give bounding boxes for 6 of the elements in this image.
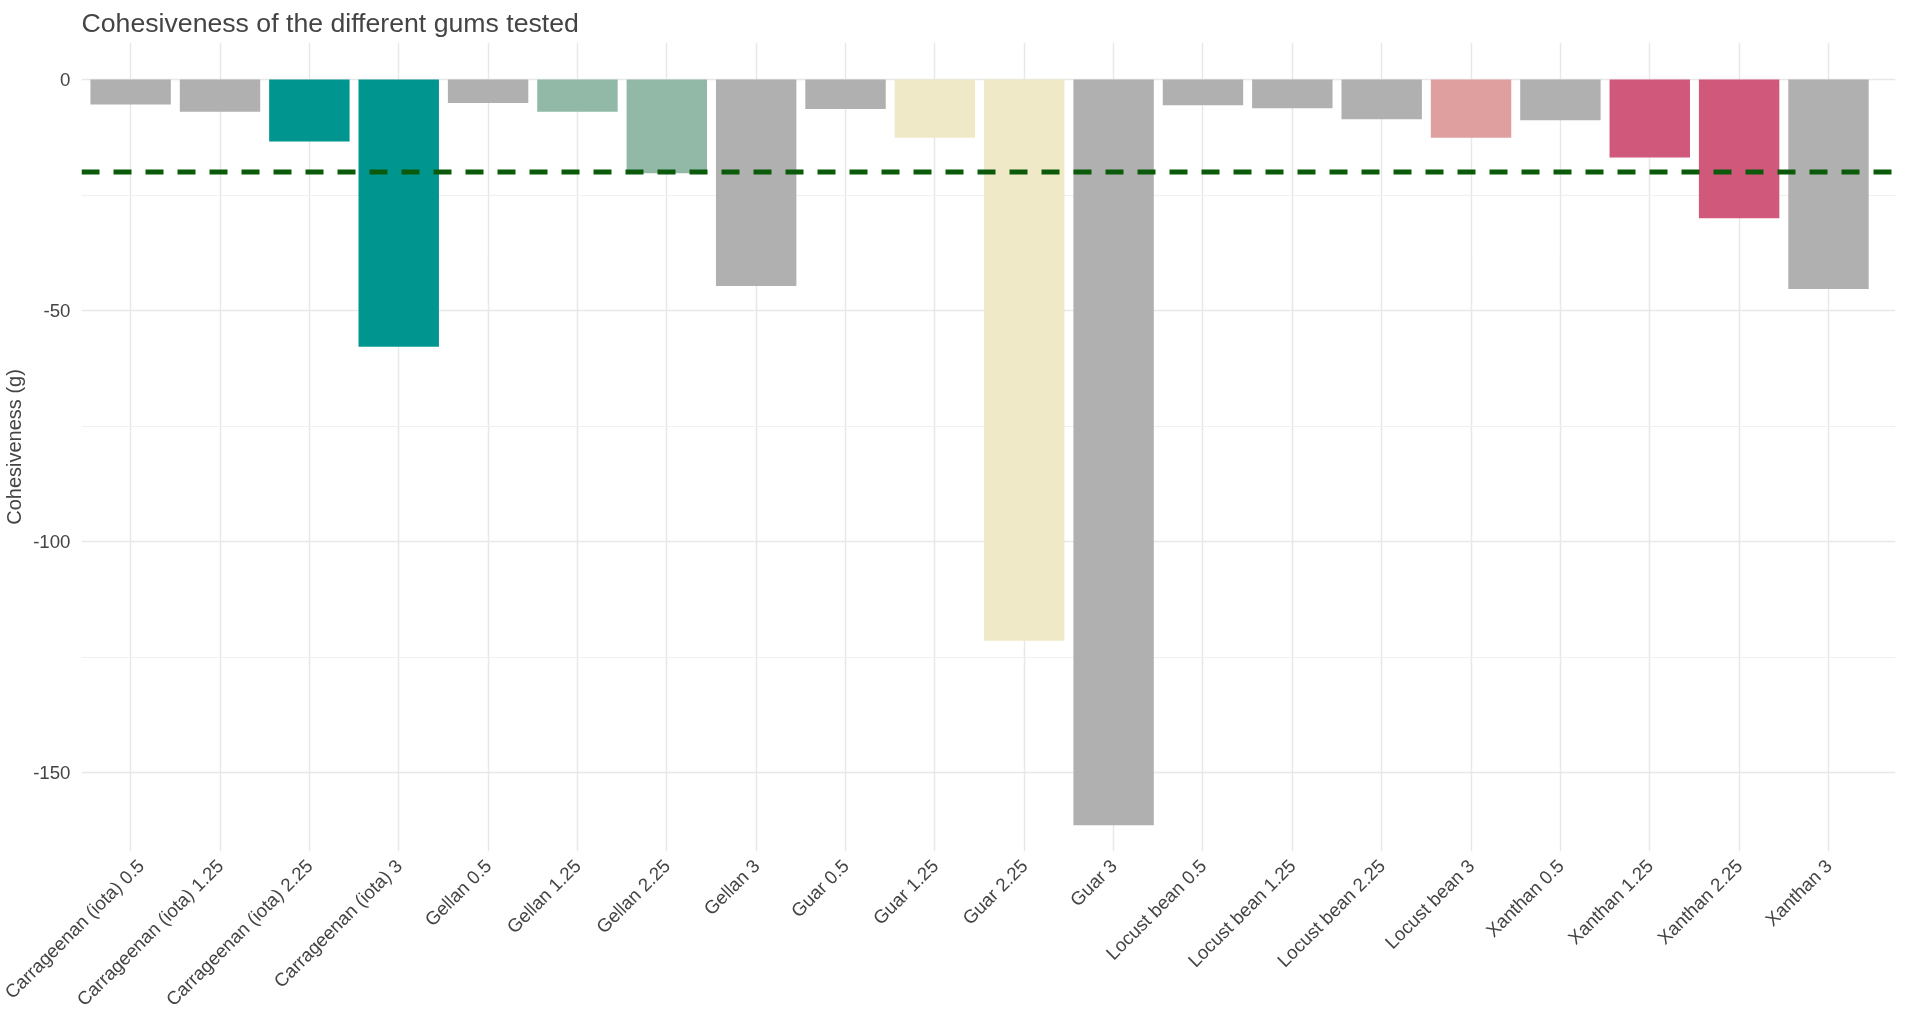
y-tick-label: 0 <box>60 68 71 90</box>
y-axis-title: Cohesiveness (g) <box>3 369 26 525</box>
y-tick-label: -100 <box>33 531 71 553</box>
y-tick-label: -50 <box>43 300 71 322</box>
y-tick-label: -150 <box>33 762 71 784</box>
chart-title: Cohesiveness of the different gums tested <box>81 7 579 38</box>
